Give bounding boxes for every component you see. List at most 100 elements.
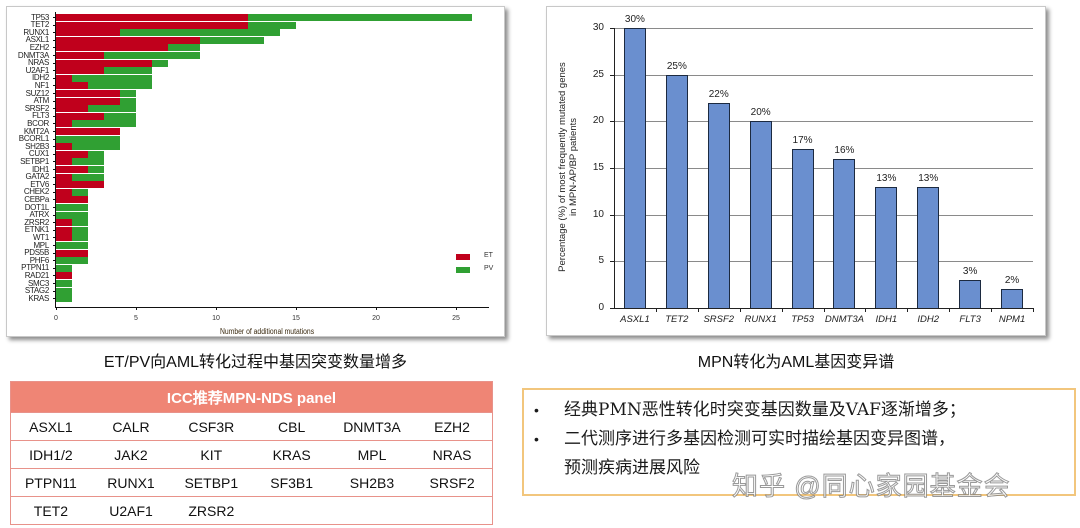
- pv-bar-segment: [56, 295, 72, 303]
- x-category-label: ASXL1: [620, 314, 650, 325]
- y-tick-mark: [53, 207, 56, 208]
- et-bar-segment: [56, 158, 72, 166]
- x-tick-mark: [739, 308, 741, 312]
- y-tick-label: 20: [592, 115, 604, 127]
- gene-label: RAD21: [24, 270, 50, 280]
- right-chart-caption: MPN转化为AML基因变异谱: [697, 354, 895, 371]
- y-tick-mark: [53, 115, 56, 117]
- y-tick-mark: [610, 74, 614, 76]
- y-tick-mark: [610, 121, 614, 123]
- x-category-label: FLT3: [959, 314, 981, 325]
- et-bar-segment: [56, 82, 88, 90]
- x-category-label: IDH2: [917, 314, 940, 325]
- gene-cell: PTPN11: [10, 468, 91, 497]
- pv-bar-segment: [200, 36, 264, 44]
- pv-bar-segment: [56, 242, 88, 249]
- y-tick-mark: [53, 108, 56, 110]
- gene-label: SMC3: [27, 278, 49, 288]
- y-tick-mark: [53, 275, 56, 277]
- y-tick-mark: [610, 308, 614, 309]
- pv-bar-segment: [72, 234, 88, 242]
- pv-bar-segment: [248, 21, 296, 29]
- gene-label: PDS5B: [24, 248, 49, 258]
- gene-label: U2AF1: [25, 65, 50, 75]
- note-item: • 二代测序进行多基因检测可实时描绘基因变异图谱，: [534, 425, 1066, 454]
- pv-bar-segment: [72, 120, 136, 128]
- y-tick-mark: [53, 17, 56, 18]
- bullet-icon: •: [534, 431, 539, 447]
- gene-label: NRAS: [27, 58, 49, 68]
- pv-bar-segment: [104, 112, 136, 120]
- bar-flt3: [959, 280, 982, 308]
- gene-label: IDH1: [31, 164, 49, 174]
- gene-label: KRAS: [28, 293, 49, 303]
- y-tick-label: 5: [598, 255, 604, 267]
- gene-cell: RUNX1: [90, 468, 172, 497]
- y-tick-mark: [610, 28, 614, 30]
- pv-bar-segment: [56, 211, 88, 219]
- y-tick-mark: [53, 184, 56, 186]
- x-tick-mark: [216, 306, 217, 310]
- bar-value-label: 13%: [876, 172, 897, 184]
- bar-value-label: 20%: [750, 107, 771, 119]
- watermark-text: 知乎 @同心家园基金会: [732, 471, 1011, 502]
- note-item-continuation: 预测疾病进展风险: [564, 458, 700, 478]
- gene-label: CUX1: [28, 149, 49, 159]
- pv-bar-segment: [56, 204, 88, 211]
- gene-cell: KRAS: [251, 440, 332, 469]
- note-item: • 经典PMN恶性转化时突变基因数量及VAF逐渐增多；: [534, 396, 1066, 425]
- table-row: IDH1/2 JAK2 KIT KRAS MPL NRAS: [10, 440, 493, 469]
- et-bar-segment: [56, 21, 248, 29]
- gene-label: SETBP1: [20, 156, 49, 166]
- y-axis-title-line: Percentage (%) of most frequently mutate…: [557, 62, 568, 272]
- bar-value-label: 17%: [792, 135, 813, 147]
- y-tick-mark: [53, 131, 56, 132]
- et-bar-segment: [56, 29, 120, 37]
- pv-bar-segment: [120, 97, 136, 105]
- gene-cell: U2AF1: [90, 496, 172, 525]
- bar-value-label: 30%: [624, 14, 645, 26]
- y-tick-label: 30: [592, 22, 604, 34]
- bar-asxl1: [623, 28, 646, 308]
- x-category-label: RUNX1: [744, 314, 777, 325]
- legend-swatch-et: [456, 254, 470, 260]
- icc-mpn-nds-panel-table: ICC推荐MPN-NDS panel ASXL1 CALR CSF3R CBL DNMT…: [10, 381, 493, 525]
- gene-cell: [331, 496, 413, 525]
- gene-label: ETNK1: [24, 225, 50, 235]
- y-tick-mark: [53, 138, 56, 140]
- bar-srsf2: [707, 102, 730, 308]
- note-text: 二代测序进行多基因检测可实时描绘基因变异图谱，: [564, 429, 955, 449]
- et-bar-segment: [56, 52, 104, 59]
- et-bar-segment: [56, 150, 88, 158]
- y-tick-mark: [610, 261, 614, 263]
- gene-label: PHF6: [29, 255, 50, 265]
- gene-cell: MPL: [331, 440, 413, 469]
- et-bar-segment: [56, 219, 72, 227]
- legend-label-et: ET: [484, 252, 493, 259]
- et-bar-segment: [56, 67, 104, 75]
- bar-tp53: [791, 149, 814, 308]
- table-row: ASXL1 CALR CSF3R CBL DNMT3A EZH2: [10, 412, 493, 441]
- et-bar-segment: [56, 188, 72, 196]
- gridline: [614, 214, 1033, 216]
- bar-idh1: [875, 186, 898, 308]
- y-tick-mark: [53, 62, 56, 64]
- gene-label: ATM: [33, 96, 50, 106]
- et-bar-segment: [56, 226, 72, 234]
- gene-label: SUZ12: [25, 88, 50, 98]
- y-tick-mark: [53, 161, 56, 163]
- x-tick-mark: [907, 308, 909, 312]
- gene-cell: EZH2: [412, 412, 493, 441]
- pv-bar-segment: [88, 166, 104, 173]
- bar-value-label: 13%: [918, 172, 939, 184]
- gene-label: SRSF2: [24, 103, 50, 113]
- pv-bar-segment: [152, 59, 168, 67]
- bar-dnmt3a: [833, 158, 856, 308]
- y-tick-label: 25: [592, 68, 604, 80]
- gene-label: CHEK2: [23, 187, 49, 197]
- pv-bar-segment: [72, 173, 104, 181]
- x-category-label: SRSF2: [703, 314, 735, 325]
- et-bar-segment: [56, 36, 200, 44]
- gridline: [614, 261, 1033, 263]
- gene-label: ETV6: [30, 179, 49, 189]
